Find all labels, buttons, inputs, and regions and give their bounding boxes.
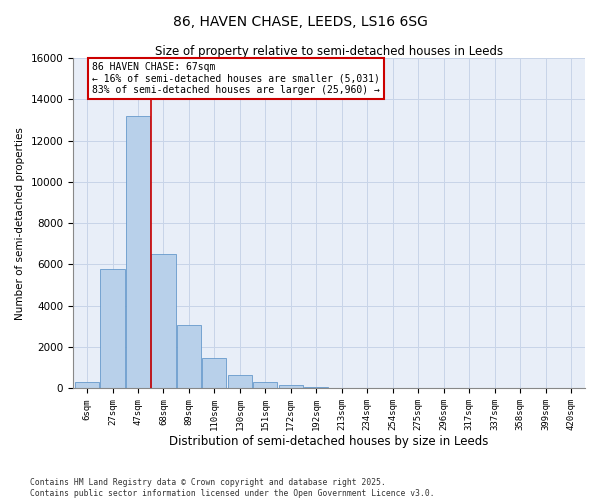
Bar [100,268,125,388]
Bar [202,358,226,388]
Text: 86 HAVEN CHASE: 67sqm
← 16% of semi-detached houses are smaller (5,031)
83% of s: 86 HAVEN CHASE: 67sqm ← 16% of semi-deta… [92,62,380,96]
Y-axis label: Number of semi-detached properties: Number of semi-detached properties [15,126,25,320]
Text: Contains HM Land Registry data © Crown copyright and database right 2025.
Contai: Contains HM Land Registry data © Crown c… [30,478,434,498]
Bar [151,254,176,388]
Bar [228,375,252,388]
Text: 86, HAVEN CHASE, LEEDS, LS16 6SG: 86, HAVEN CHASE, LEEDS, LS16 6SG [173,15,427,29]
X-axis label: Distribution of semi-detached houses by size in Leeds: Distribution of semi-detached houses by … [169,434,489,448]
Bar [279,384,303,388]
Bar [75,382,99,388]
Title: Size of property relative to semi-detached houses in Leeds: Size of property relative to semi-detach… [155,45,503,58]
Bar [253,382,277,388]
Bar [304,386,328,388]
Bar [126,116,150,388]
Bar [177,326,201,388]
